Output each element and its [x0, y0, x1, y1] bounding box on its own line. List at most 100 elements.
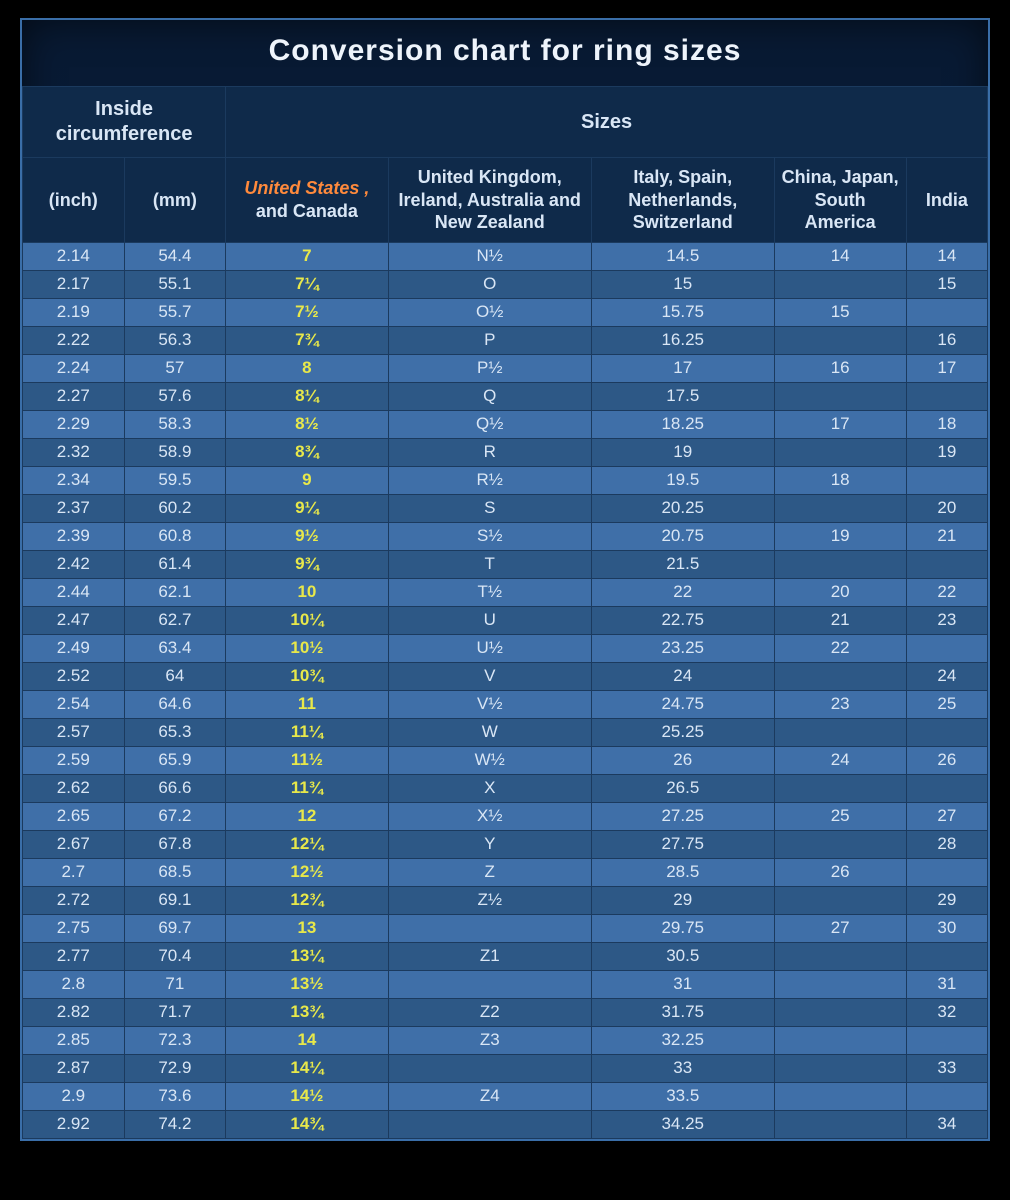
table-cell-eu: 14.5 — [591, 242, 774, 270]
table-cell-asia: 19 — [774, 522, 906, 550]
table-cell-eu: 22.75 — [591, 606, 774, 634]
table-cell-uk: Z4 — [388, 1082, 591, 1110]
table-cell-inch: 2.65 — [23, 802, 125, 830]
table-cell-mm: 62.7 — [124, 606, 226, 634]
table-cell-india — [906, 718, 987, 746]
table-cell-mm: 58.9 — [124, 438, 226, 466]
table-cell-asia — [774, 662, 906, 690]
table-cell-us: 14¾ — [226, 1110, 389, 1138]
table-row: 2.24578P½171617 — [23, 354, 988, 382]
table-cell-asia: 14 — [774, 242, 906, 270]
table-cell-mm: 62.1 — [124, 578, 226, 606]
table-row: 2.2958.38½Q½18.251718 — [23, 410, 988, 438]
table-cell-asia: 22 — [774, 634, 906, 662]
table-cell-india: 15 — [906, 270, 987, 298]
table-cell-asia — [774, 1082, 906, 1110]
table-cell-india — [906, 382, 987, 410]
table-cell-mm: 57 — [124, 354, 226, 382]
table-cell-us: 8¾ — [226, 438, 389, 466]
table-cell-inch: 2.34 — [23, 466, 125, 494]
table-cell-mm: 64 — [124, 662, 226, 690]
table-cell-us: 10½ — [226, 634, 389, 662]
table-cell-uk: N½ — [388, 242, 591, 270]
table-cell-inch: 2.54 — [23, 690, 125, 718]
table-cell-inch: 2.27 — [23, 382, 125, 410]
table-cell-asia — [774, 774, 906, 802]
table-row: 2.2757.68¼Q17.5 — [23, 382, 988, 410]
header-asia: China, Japan, South America — [774, 158, 906, 243]
table-row: 2.3960.89½S½20.751921 — [23, 522, 988, 550]
table-cell-us: 8 — [226, 354, 389, 382]
table-cell-asia — [774, 970, 906, 998]
table-cell-mm: 69.1 — [124, 886, 226, 914]
table-cell-eu: 23.25 — [591, 634, 774, 662]
table-cell-us: 14 — [226, 1026, 389, 1054]
table-cell-mm: 65.3 — [124, 718, 226, 746]
table-cell-mm: 55.7 — [124, 298, 226, 326]
table-cell-asia: 16 — [774, 354, 906, 382]
table-cell-india — [906, 1026, 987, 1054]
table-cell-asia — [774, 494, 906, 522]
table-cell-asia: 26 — [774, 858, 906, 886]
table-cell-india: 25 — [906, 690, 987, 718]
table-cell-us: 11¼ — [226, 718, 389, 746]
table-cell-inch: 2.52 — [23, 662, 125, 690]
table-cell-us: 9¾ — [226, 550, 389, 578]
table-cell-eu: 30.5 — [591, 942, 774, 970]
table-cell-us: 13½ — [226, 970, 389, 998]
table-cell-us: 12¾ — [226, 886, 389, 914]
table-cell-uk: R — [388, 438, 591, 466]
table-cell-us: 11½ — [226, 746, 389, 774]
table-row: 2.1454.47N½14.51414 — [23, 242, 988, 270]
table-row: 2.3258.98¾R1919 — [23, 438, 988, 466]
table-cell-eu: 33.5 — [591, 1082, 774, 1110]
table-cell-india: 31 — [906, 970, 987, 998]
table-cell-inch: 2.92 — [23, 1110, 125, 1138]
header-us: United States , and Canada — [226, 158, 389, 243]
table-cell-inch: 2.85 — [23, 1026, 125, 1054]
table-cell-mm: 55.1 — [124, 270, 226, 298]
table-cell-asia: 23 — [774, 690, 906, 718]
table-row: 2.8772.914¼3333 — [23, 1054, 988, 1082]
table-cell-mm: 72.9 — [124, 1054, 226, 1082]
table-cell-asia: 20 — [774, 578, 906, 606]
table-cell-us: 9 — [226, 466, 389, 494]
header-group-circumference: Inside circumference — [23, 87, 226, 158]
table-cell-inch: 2.47 — [23, 606, 125, 634]
table-row: 2.5464.611V½24.752325 — [23, 690, 988, 718]
table-row: 2.2256.37¾P16.2516 — [23, 326, 988, 354]
table-cell-uk: O — [388, 270, 591, 298]
table-cell-uk: Q — [388, 382, 591, 410]
table-cell-us: 11¾ — [226, 774, 389, 802]
table-cell-eu: 21.5 — [591, 550, 774, 578]
table-cell-india: 32 — [906, 998, 987, 1026]
table-cell-eu: 22 — [591, 578, 774, 606]
table-cell-mm: 70.4 — [124, 942, 226, 970]
table-row: 2.6266.611¾X26.5 — [23, 774, 988, 802]
table-row: 2.3760.29¼S20.2520 — [23, 494, 988, 522]
table-cell-mm: 74.2 — [124, 1110, 226, 1138]
table-cell-inch: 2.59 — [23, 746, 125, 774]
chart-title: Conversion chart for ring sizes — [22, 20, 988, 86]
table-cell-eu: 19 — [591, 438, 774, 466]
table-cell-inch: 2.32 — [23, 438, 125, 466]
table-cell-inch: 2.82 — [23, 998, 125, 1026]
table-cell-india — [906, 942, 987, 970]
table-cell-asia: 21 — [774, 606, 906, 634]
table-cell-uk: P½ — [388, 354, 591, 382]
table-cell-asia: 25 — [774, 802, 906, 830]
table-cell-asia: 18 — [774, 466, 906, 494]
table-cell-mm: 64.6 — [124, 690, 226, 718]
table-cell-eu: 27.25 — [591, 802, 774, 830]
table-cell-eu: 26 — [591, 746, 774, 774]
table-cell-eu: 31 — [591, 970, 774, 998]
table-cell-us: 8½ — [226, 410, 389, 438]
table-cell-eu: 18.25 — [591, 410, 774, 438]
table-cell-uk: Z — [388, 858, 591, 886]
table-cell-uk: W — [388, 718, 591, 746]
table-cell-us: 10¾ — [226, 662, 389, 690]
table-cell-eu: 17.5 — [591, 382, 774, 410]
table-cell-india: 20 — [906, 494, 987, 522]
table-cell-uk: V½ — [388, 690, 591, 718]
table-cell-india: 17 — [906, 354, 987, 382]
